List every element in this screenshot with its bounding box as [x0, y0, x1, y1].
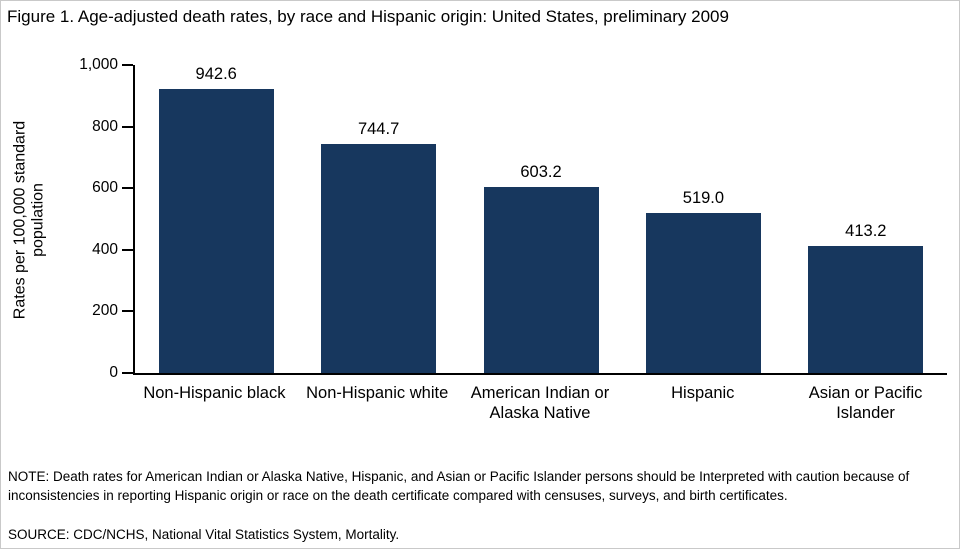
- bar-group: 519.0: [622, 65, 784, 373]
- bar-value-label: 413.2: [845, 221, 887, 240]
- y-axis-tick-label: 0: [109, 364, 118, 381]
- y-axis-tick: 1,000: [79, 56, 133, 73]
- bar-value-label: 603.2: [520, 163, 562, 182]
- y-axis-label: Rates per 100,000 standard population: [11, 120, 47, 320]
- bar: [645, 213, 761, 373]
- x-axis-category-label: American Indian or Alaska Native: [470, 384, 610, 422]
- bar: [808, 245, 924, 373]
- y-axis-tick: 600: [92, 179, 133, 196]
- bar-group: 413.2: [785, 65, 947, 373]
- bar: [483, 187, 599, 373]
- y-axis-tick: 800: [92, 118, 133, 135]
- x-axis-labels: Non-Hispanic black Non-Hispanic white Amer…: [133, 379, 947, 443]
- bars-container: 942.6 744.7 603.2 519.0 413.2: [135, 65, 947, 373]
- plot-area: 942.6 744.7 603.2 519.0 413.2 0 200 400 600 800 1…: [79, 56, 947, 381]
- y-axis-tick-label: 400: [92, 240, 118, 258]
- y-axis-label-box: Rates per 100,000 standard population: [1, 65, 59, 375]
- source-text: SOURCE: CDC/NCHS, National Vital Statist…: [8, 527, 400, 542]
- bar-group: 744.7: [297, 65, 459, 373]
- y-axis-tick: 400: [92, 241, 133, 258]
- x-axis-category-label: Non-Hispanic white: [306, 384, 449, 402]
- y-axis-tick-label: 800: [92, 117, 118, 135]
- bar-group: 942.6: [135, 65, 297, 373]
- y-axis-tick: 200: [92, 302, 133, 319]
- x-axis-category-label: Non-Hispanic black: [143, 384, 286, 402]
- x-axis-category-label: Hispanic: [671, 384, 735, 402]
- bar-chart: Rates per 100,000 standard population 94…: [1, 43, 959, 443]
- y-axis-tick: 0: [109, 364, 133, 381]
- y-axis-tick-label: 200: [92, 302, 118, 320]
- note-text: NOTE: Death rates for American Indian or…: [8, 469, 910, 503]
- bar-value-label: 744.7: [357, 119, 400, 138]
- bar-value-label: 942.6: [195, 65, 237, 83]
- x-axis-category-label: Asian or Pacific Islander: [808, 384, 923, 422]
- figure-title: Figure 1. Age-adjusted death rates, by r…: [7, 7, 729, 26]
- y-axis-tick-label: 1,000: [79, 56, 118, 73]
- bar: [321, 143, 437, 373]
- bar: [158, 89, 274, 373]
- bar-value-label: 519.0: [682, 189, 725, 208]
- y-axis-tick-label: 600: [92, 179, 118, 197]
- bar-group: 603.2: [460, 65, 622, 373]
